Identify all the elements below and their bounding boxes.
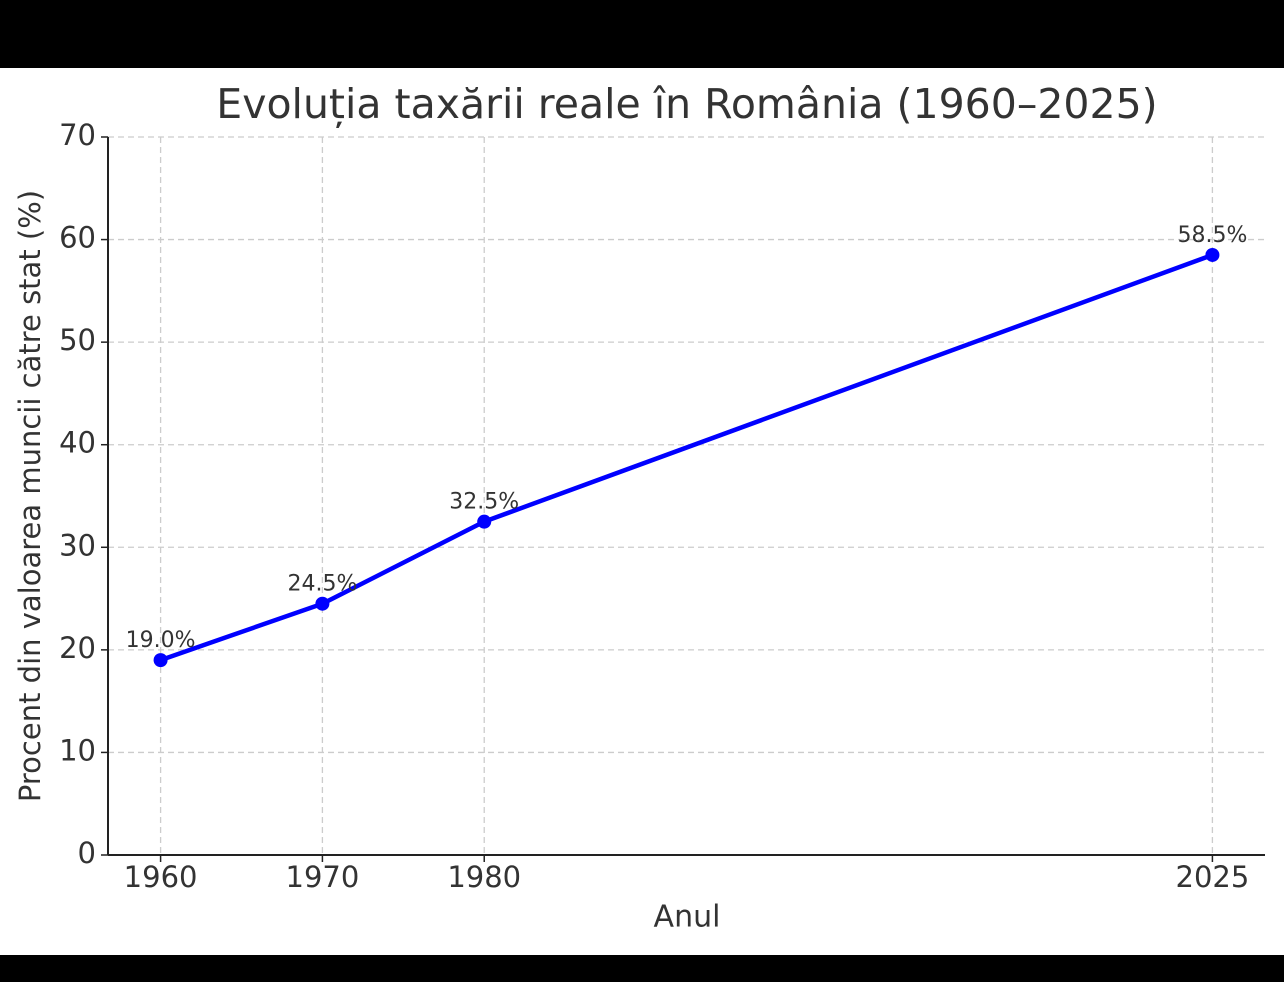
y-tick-label: 30 xyxy=(59,528,96,562)
y-tick-label: 50 xyxy=(59,323,96,357)
x-tick-label: 1980 xyxy=(447,860,521,894)
y-axis-label: Procent din valoarea muncii către stat (… xyxy=(13,190,47,802)
data-point xyxy=(153,653,168,668)
data-point xyxy=(477,514,492,529)
data-label: 58.5% xyxy=(1177,223,1247,248)
data-line xyxy=(159,252,1214,663)
y-tick-label: 40 xyxy=(59,426,96,460)
x-axis-label: Anul xyxy=(654,900,721,935)
y-tick-label: 0 xyxy=(78,836,96,870)
y-tick-label: 10 xyxy=(59,733,96,767)
y-tick-label: 70 xyxy=(59,118,96,152)
data-point xyxy=(1205,247,1220,262)
black-bar xyxy=(0,955,1284,982)
data-label: 24.5% xyxy=(287,572,357,597)
black-bar xyxy=(0,0,1284,68)
y-tick-label: 20 xyxy=(59,631,96,665)
x-tick-label: 2025 xyxy=(1176,860,1250,894)
data-point xyxy=(315,596,330,611)
x-tick-label: 1970 xyxy=(286,860,360,894)
data-label: 32.5% xyxy=(449,490,519,515)
chart-title: Evoluția taxării reale în România (1960–… xyxy=(216,80,1157,128)
data-label: 19.0% xyxy=(126,628,196,653)
x-tick-label: 1960 xyxy=(124,860,198,894)
y-tick-label: 60 xyxy=(59,221,96,255)
